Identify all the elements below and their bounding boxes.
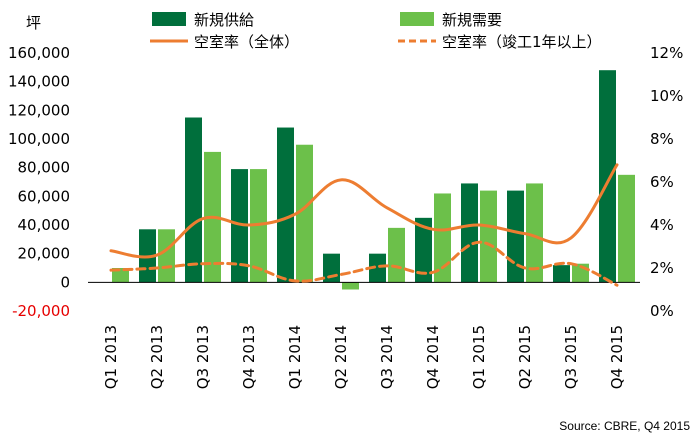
- category-label: Q1 2013: [102, 325, 120, 389]
- category-label: Q1 2014: [286, 325, 304, 389]
- vacancy-all-line: [109, 163, 619, 259]
- left-tick-label: 120,000: [8, 101, 70, 119]
- demand-bar: [112, 268, 129, 283]
- right-axis: 0% 2% 4% 6% 8% 10% 12%: [650, 44, 683, 320]
- supply-bar: [369, 253, 386, 283]
- category-label: Q2 2014: [332, 325, 350, 389]
- supply-bar: [415, 217, 432, 283]
- left-tick-label: 140,000: [8, 73, 70, 91]
- supply-bar: [231, 169, 248, 283]
- supply-bar: [599, 70, 616, 283]
- legend-label-vacancy-all: 空室率（全体）: [194, 33, 299, 51]
- category-label: Q2 2015: [516, 325, 534, 389]
- right-tick-label: 0%: [650, 302, 674, 320]
- supply-bar: [323, 253, 340, 283]
- left-tick-label: 100,000: [8, 130, 70, 148]
- right-tick-label: 6%: [650, 173, 674, 191]
- left-tick-label: 80,000: [18, 159, 71, 177]
- right-tick-label: 12%: [650, 44, 683, 62]
- left-tick-label: 0: [60, 273, 70, 291]
- supply-bar: [461, 183, 478, 283]
- demand-bar: [526, 183, 543, 283]
- right-tick-label: 10%: [650, 87, 683, 105]
- left-tick-label: 160,000: [8, 44, 70, 62]
- right-tick-label: 4%: [650, 216, 674, 234]
- right-tick-label: 8%: [650, 130, 674, 148]
- category-label: Q3 2014: [378, 325, 396, 389]
- legend-swatch-demand: [400, 12, 434, 26]
- left-tick-label: -20,000: [12, 302, 70, 320]
- supply-bar: [277, 127, 294, 283]
- legend-label-demand: 新規需要: [442, 11, 502, 29]
- vacancy-1yr-line: [109, 240, 619, 287]
- supply-bar: [185, 117, 202, 283]
- right-tick-label: 2%: [650, 259, 674, 277]
- demand-bar: [296, 144, 313, 283]
- demand-bar: [342, 282, 359, 290]
- legend-swatch-supply: [152, 12, 186, 26]
- category-labels: Q1 2013 Q2 2013 Q3 2013 Q4 2013 Q1 2014 Q2 20…: [102, 325, 626, 389]
- category-label: Q1 2015: [470, 325, 488, 389]
- legend-label-supply: 新規供給: [194, 11, 254, 29]
- demand-bar: [618, 174, 635, 283]
- category-label: Q3 2013: [194, 325, 212, 389]
- category-label: Q4 2014: [424, 325, 442, 389]
- legend: 新規供給 新規需要 空室率（全体） 空室率（竣工1年以上）: [150, 11, 602, 51]
- vacancy-lines: [109, 163, 619, 287]
- supply-bar: [553, 265, 570, 283]
- demand-bar: [388, 227, 405, 283]
- category-label: Q4 2013: [240, 325, 258, 389]
- left-axis: -20,000 0 20,000 40,000 60,000 80,000 100,000 1…: [8, 44, 70, 320]
- left-tick-label: 60,000: [18, 187, 71, 205]
- category-label: Q4 2015: [608, 325, 626, 389]
- demand-bar: [434, 193, 451, 283]
- y-axis-unit-label: 坪: [26, 14, 41, 32]
- demand-bar: [158, 229, 175, 283]
- category-label: Q2 2013: [148, 325, 166, 389]
- demand-bar: [480, 190, 497, 283]
- bars: [112, 70, 635, 290]
- legend-label-vacancy-1yr: 空室率（竣工1年以上）: [442, 33, 602, 51]
- source-note: Source: CBRE, Q4 2015: [559, 419, 690, 433]
- supply-bar: [507, 190, 524, 283]
- left-tick-label: 40,000: [18, 216, 71, 234]
- left-tick-label: 20,000: [18, 245, 71, 263]
- category-label: Q3 2015: [562, 325, 580, 389]
